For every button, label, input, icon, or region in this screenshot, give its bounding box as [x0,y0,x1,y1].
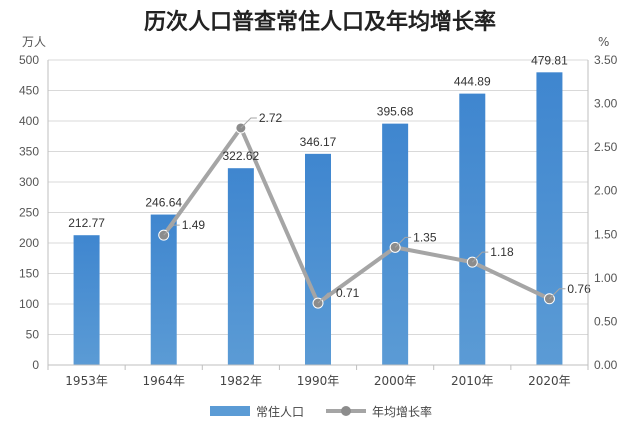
legend-bar-label: 常住人口 [256,405,304,419]
left-axis-tick-label: 400 [19,114,39,128]
line-value-label: 0.71 [336,286,360,300]
bar-4 [305,153,331,365]
chart-title: 历次人口普查常住人口及年均增长率 [144,9,496,35]
legend-line-label: 年均增长率 [372,404,432,419]
bar-7 [536,72,563,365]
right-axis-tick-label: 1.50 [594,227,618,241]
line-series [158,117,566,309]
line-label-connector [549,288,566,300]
line-label-connector [163,224,180,236]
left-axis-tick-label: 500 [19,53,39,67]
left-axis-tick-label: 50 [26,328,40,342]
right-axis-tick-label: 2.50 [594,140,618,154]
bar-series [73,72,563,366]
left-axis-tick-label: 0 [32,358,39,372]
right-axis-tick-label: 1.00 [594,271,618,285]
x-axis-tick-label: 2010年 [451,374,494,388]
line-value-label: 1.18 [490,245,514,259]
growth-rate-line [162,125,551,306]
right-axis-tick-label: 0.50 [594,314,618,328]
bar-1 [73,235,100,365]
right-axis-unit: % [598,35,609,49]
legend-line-marker [341,406,351,416]
bar-value-label: 246.64 [145,196,182,210]
left-axis-tick-label: 150 [19,267,39,281]
bar-3 [227,168,254,365]
bar-6 [459,93,486,366]
left-axis-tick-label: 250 [19,206,39,220]
x-axis-tick-label: 2020年 [528,374,571,388]
line-value-label: 0.76 [567,282,591,296]
line-label-connector [317,292,334,304]
right-axis-tick-label: 3.50 [594,53,618,67]
x-axis-tick-label: 1964年 [142,374,185,388]
legend: 常住人口 年均增长率 [210,404,432,419]
left-axis-unit: 万人 [22,35,46,49]
data-labels: 212.77 246.64 322.62 346.17 395.68 444.89 479.… [68,53,591,300]
right-axis-tick-label: 0.00 [594,358,618,372]
bar-value-label: 212.77 [68,216,105,230]
left-axis-tick-label: 450 [19,84,39,98]
x-axis-tick-label: 2000年 [374,374,417,388]
line-value-label: 2.72 [259,111,283,125]
bar-value-label: 444.89 [454,75,491,89]
left-axis-tick-label: 200 [19,236,39,250]
x-axis-tick-label: 1990年 [297,374,340,388]
x-axis-tick-label: 1982年 [220,374,263,388]
line-label-connector [240,117,257,129]
line-value-label: 1.49 [182,218,206,232]
right-axis-tick-label: 3.00 [594,97,618,111]
line-label-connector [394,236,412,248]
legend-bar-swatch [210,406,250,416]
right-axis-tick-label: 2.00 [594,184,618,198]
x-axis-tick-label: 1953年 [65,374,108,388]
bar-value-label: 346.17 [300,135,337,149]
axes: 0 50 100 150 200 250 300 350 400 450 500 0.00 0.50 1.… [19,53,618,388]
bar-value-label: 322.62 [223,149,260,163]
left-axis-tick-label: 100 [19,297,39,311]
bar-value-label: 395.68 [377,105,414,119]
left-axis-tick-label: 350 [19,145,39,159]
line-label-connector [471,251,489,263]
line-value-label: 1.35 [413,230,437,244]
bar-value-label: 479.81 [531,53,568,67]
left-axis-tick-label: 300 [19,175,39,189]
